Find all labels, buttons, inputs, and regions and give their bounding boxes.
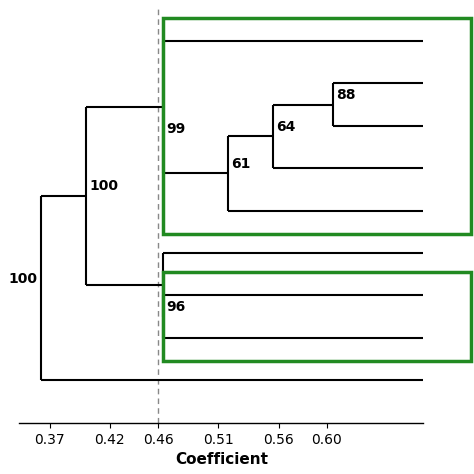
Bar — [163, 18, 472, 234]
Text: 88: 88 — [337, 88, 356, 102]
Text: 99: 99 — [166, 122, 186, 136]
Text: 64: 64 — [276, 120, 296, 134]
X-axis label: Coefficient: Coefficient — [175, 452, 268, 467]
Text: 100: 100 — [90, 180, 118, 193]
Text: 100: 100 — [9, 272, 37, 286]
Text: 96: 96 — [166, 300, 186, 314]
Bar — [163, 272, 472, 361]
Text: 61: 61 — [232, 157, 251, 171]
